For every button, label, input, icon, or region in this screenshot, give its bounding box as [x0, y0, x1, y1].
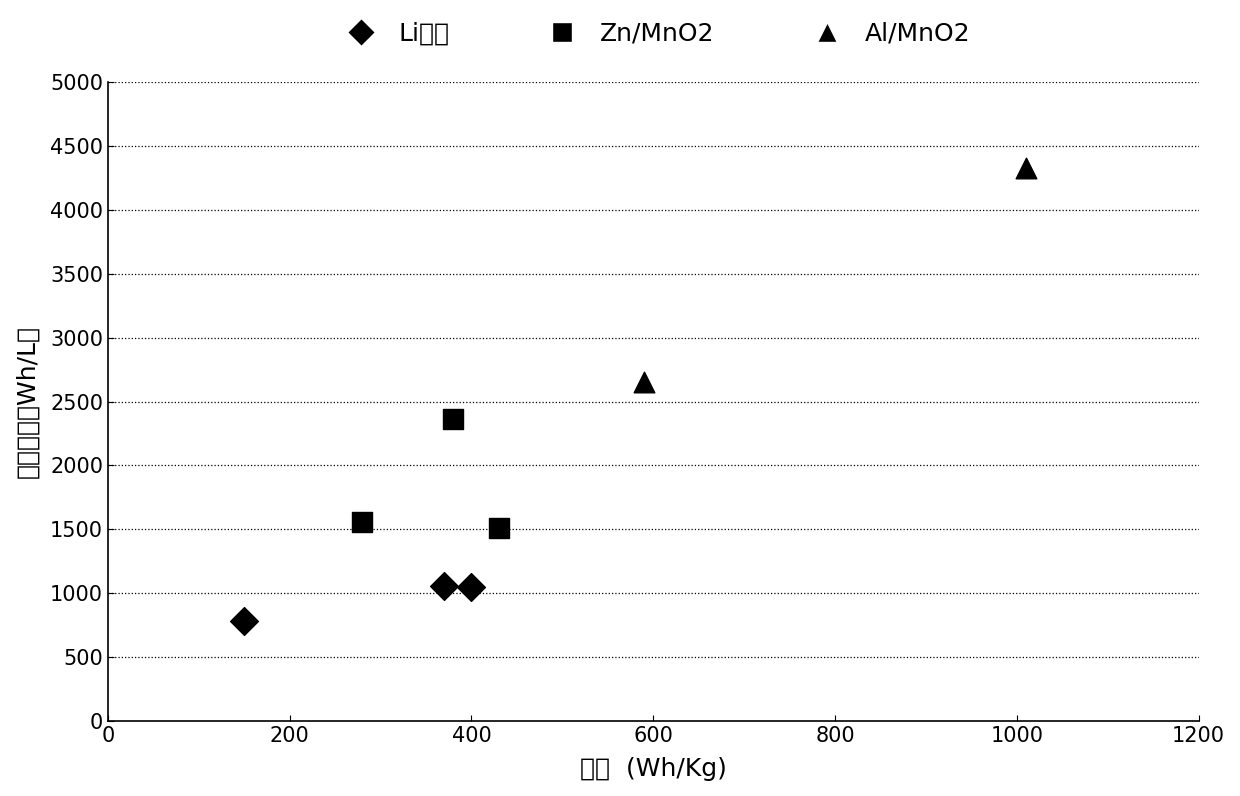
Y-axis label: 能量密度（Wh/L）: 能量密度（Wh/L） — [15, 325, 38, 478]
Legend: Li离子, Zn/MnO2, Al/MnO2: Li离子, Zn/MnO2, Al/MnO2 — [326, 12, 980, 56]
Point — [461, 580, 481, 593]
Point — [634, 376, 653, 388]
Point — [489, 521, 508, 534]
X-axis label: 比能  (Wh/Kg): 比能 (Wh/Kg) — [580, 757, 727, 781]
Point — [352, 515, 372, 528]
Point — [434, 579, 454, 592]
Point — [1016, 162, 1035, 174]
Point — [234, 615, 254, 628]
Point — [444, 413, 464, 426]
